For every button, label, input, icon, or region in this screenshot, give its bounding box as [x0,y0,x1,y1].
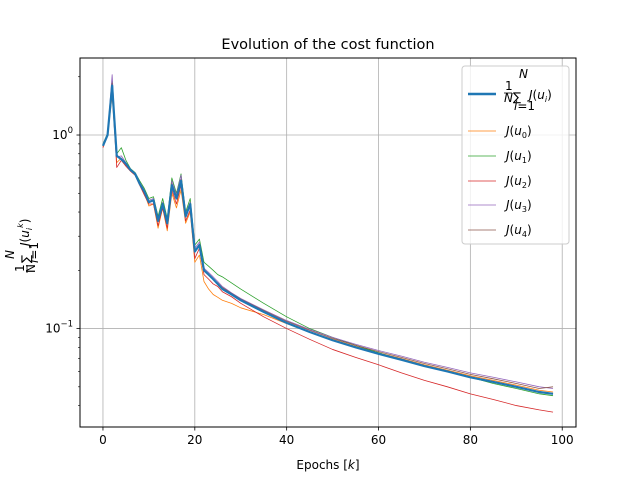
x-tick-label: 20 [187,433,202,447]
x-tick-label: 100 [551,433,574,447]
legend-mean-sigma: ∑ [513,90,521,104]
legend-box [461,65,570,245]
legend-mean-one: 1 [505,79,513,93]
legend-label-u1: J(u1) [504,149,532,165]
y-tick-label: 10−1 [45,320,73,336]
legend-item-mean: 1 N ∑ i=1 N J(ui) [468,67,552,113]
legend-label-u2: J(u2) [504,174,532,190]
series-layer [101,74,554,413]
x-tick-label: 60 [371,433,386,447]
legend-label-u3: J(u3) [504,198,532,214]
x-tick-label: 0 [99,433,107,447]
x-axis-label: Epochs [k] [296,458,359,472]
legend: 1 N ∑ i=1 N J(ui) J(u0) J(u1) J(u2) J(u3… [461,65,570,245]
x-tick-label: 80 [463,433,478,447]
legend-mean-n: N [504,91,513,105]
series-line-mean [101,84,554,395]
y-label-fraction-n: N [24,264,38,273]
legend-label-u0: J(u0) [504,124,532,140]
legend-mean-lower: i=1 [514,99,535,113]
y-label-sum-lower: i=1 [27,242,41,263]
y-tick-label: 100 [52,126,73,142]
ticks: 0 20 40 60 80 100 10−1 100 [45,76,574,447]
x-tick-label: 40 [279,433,294,447]
plot-frame [79,57,577,428]
legend-mean-upper: N [519,67,528,81]
y-label-fraction-one: 1 [13,264,27,272]
y-label-sum-upper: N [3,250,17,259]
legend-label-u4: J(u4) [504,223,532,239]
legend-mean-function: J(ui) [527,88,552,104]
y-label-function: J(uik) [16,219,34,248]
chart-title: Evolution of the cost function [221,37,434,53]
y-label-sigma: ∑ [19,255,33,263]
